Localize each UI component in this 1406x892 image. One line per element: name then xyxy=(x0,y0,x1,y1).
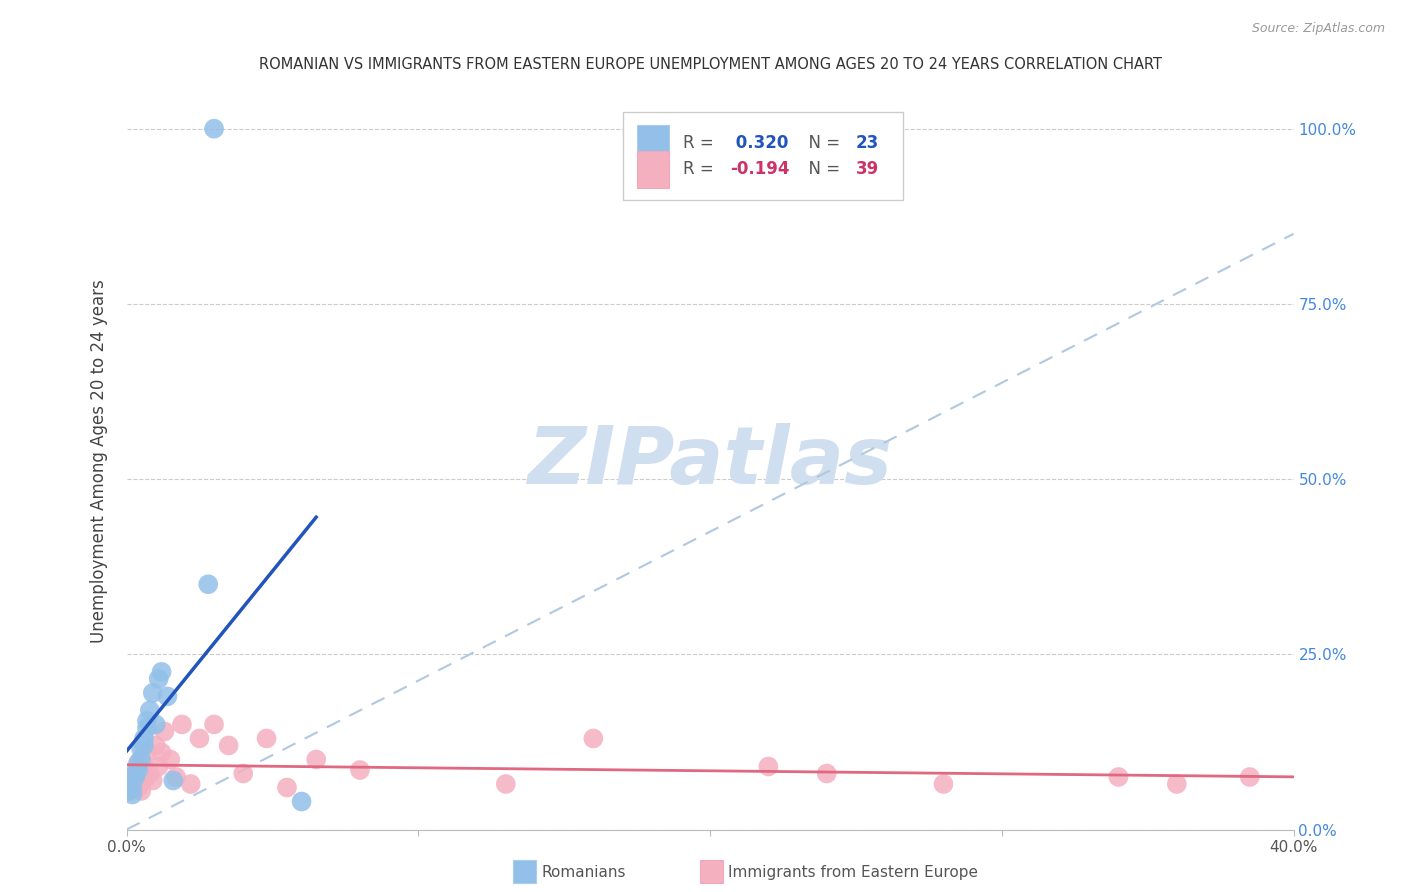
Point xyxy=(127,756,149,770)
Text: ZIPatlas: ZIPatlas xyxy=(527,423,893,500)
Point xyxy=(1239,770,1261,784)
Point xyxy=(132,759,155,773)
Point xyxy=(349,763,371,777)
Point xyxy=(129,752,152,766)
Point xyxy=(121,770,143,784)
Point xyxy=(121,780,143,795)
Point xyxy=(132,731,155,746)
Point xyxy=(197,577,219,591)
Point xyxy=(582,731,605,746)
Point xyxy=(136,714,159,728)
Point xyxy=(159,752,181,766)
Point xyxy=(132,773,155,788)
Point xyxy=(756,759,779,773)
Point xyxy=(118,777,141,791)
Point xyxy=(162,773,184,788)
Text: N =: N = xyxy=(797,134,845,152)
Point xyxy=(142,686,165,700)
Point xyxy=(129,742,152,756)
Point xyxy=(127,756,149,770)
Text: 23: 23 xyxy=(856,134,879,152)
Point xyxy=(118,784,141,798)
Point xyxy=(139,766,162,780)
Point xyxy=(276,780,298,795)
Point xyxy=(145,717,167,731)
Text: -0.194: -0.194 xyxy=(730,161,789,178)
Title: ROMANIAN VS IMMIGRANTS FROM EASTERN EUROPE UNEMPLOYMENT AMONG AGES 20 TO 24 YEAR: ROMANIAN VS IMMIGRANTS FROM EASTERN EURO… xyxy=(259,57,1161,71)
Point xyxy=(127,780,149,795)
Point xyxy=(121,780,143,795)
FancyBboxPatch shape xyxy=(637,151,669,188)
Text: Immigrants from Eastern Europe: Immigrants from Eastern Europe xyxy=(728,865,979,880)
Point xyxy=(1108,770,1130,784)
Point xyxy=(232,766,254,780)
Point xyxy=(180,777,202,791)
Point xyxy=(121,788,143,802)
Point xyxy=(124,770,146,784)
Y-axis label: Unemployment Among Ages 20 to 24 years: Unemployment Among Ages 20 to 24 years xyxy=(90,280,108,643)
Text: 0.320: 0.320 xyxy=(730,134,789,152)
Point xyxy=(124,763,146,777)
Point xyxy=(932,777,955,791)
Text: Source: ZipAtlas.com: Source: ZipAtlas.com xyxy=(1251,22,1385,36)
Point xyxy=(156,690,179,704)
Point xyxy=(150,746,173,760)
Text: R =: R = xyxy=(683,161,720,178)
Point xyxy=(305,752,328,766)
Point xyxy=(188,731,211,746)
Point xyxy=(139,703,162,717)
Point xyxy=(148,672,170,686)
Point xyxy=(170,717,193,731)
Point xyxy=(127,763,149,777)
Point xyxy=(136,721,159,735)
Point xyxy=(153,724,176,739)
Text: 39: 39 xyxy=(856,161,879,178)
Point xyxy=(815,766,838,780)
Point xyxy=(202,121,225,136)
Point xyxy=(124,766,146,780)
FancyBboxPatch shape xyxy=(623,112,903,201)
Point xyxy=(124,773,146,788)
Point xyxy=(129,784,152,798)
Point xyxy=(150,665,173,679)
Point xyxy=(1166,777,1188,791)
Text: N =: N = xyxy=(797,161,845,178)
Point xyxy=(142,773,165,788)
Point xyxy=(256,731,278,746)
Point xyxy=(148,759,170,773)
Point xyxy=(118,784,141,798)
Point xyxy=(495,777,517,791)
Text: R =: R = xyxy=(683,134,720,152)
Point xyxy=(218,739,240,753)
FancyBboxPatch shape xyxy=(637,125,669,161)
Point xyxy=(129,752,152,766)
Text: Romanians: Romanians xyxy=(541,865,626,880)
Point xyxy=(165,770,187,784)
Point xyxy=(202,717,225,731)
Point xyxy=(145,739,167,753)
Point xyxy=(132,739,155,753)
Point xyxy=(136,746,159,760)
Point xyxy=(290,795,312,809)
